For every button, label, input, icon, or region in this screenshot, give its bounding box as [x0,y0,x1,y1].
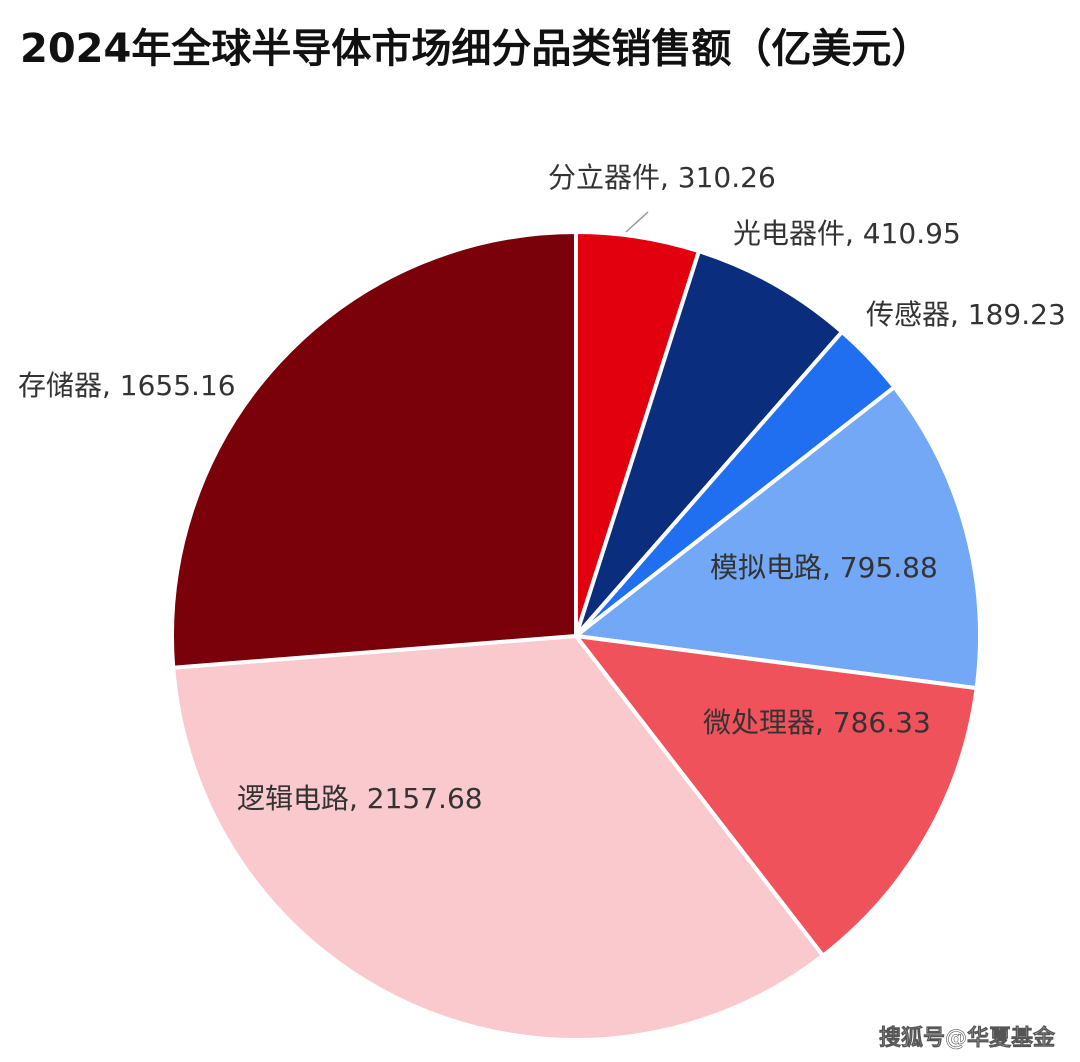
data-label: 存储器, 1655.16 [18,369,236,402]
pie-slice [171,633,826,1042]
pie-slice [574,248,845,638]
data-label: 微处理器, 786.33 [703,706,931,739]
pie [170,229,982,1042]
data-label: 分立器件, 310.26 [548,161,776,194]
data-label: 逻辑电路, 2157.68 [237,782,483,815]
chart-title: 2024年全球半导体市场细分品类销售额（亿美元） [20,26,931,72]
leader-line [625,211,649,233]
watermark: 搜狐号@华夏基金 [879,1025,1056,1051]
labels: 分立器件, 310.26 光电器件, 410.95 传感器, 189.23 模拟电路,… [18,161,1066,815]
pie-slice [571,633,979,959]
pie-slice [170,229,578,670]
data-label: 光电器件, 410.95 [733,217,961,250]
pie-slice [571,384,982,691]
data-label: 传感器, 189.23 [866,298,1066,331]
data-label: 模拟电路, 795.88 [710,551,938,584]
